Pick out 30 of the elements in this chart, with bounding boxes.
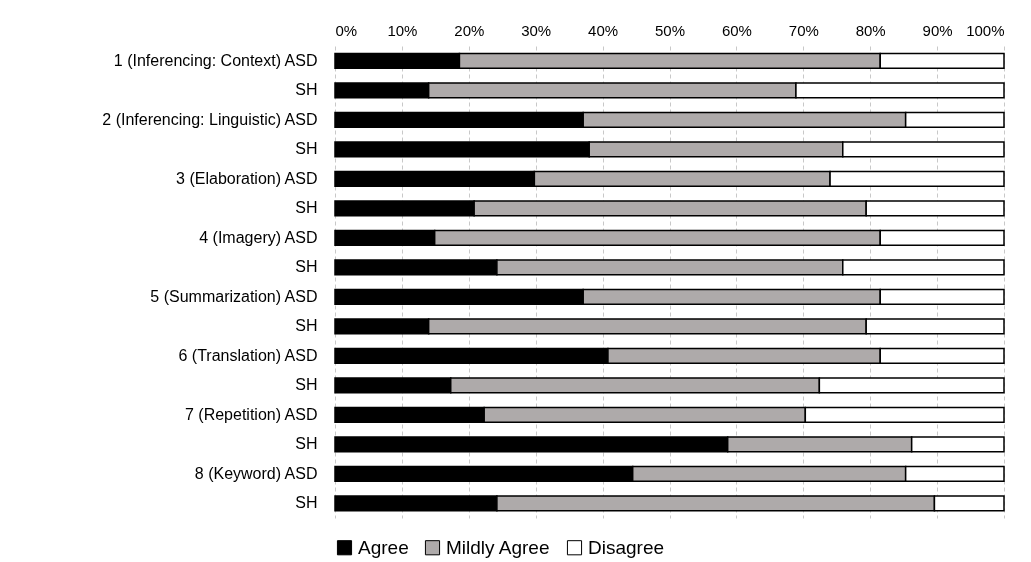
- x-tick-label: 20%: [454, 21, 485, 39]
- x-tick-label: 0%: [335, 21, 358, 39]
- y-tick-label: 6 (Translation) ASD: [178, 346, 318, 364]
- legend-label: Agree: [358, 536, 409, 558]
- y-tick-label: 3 (Elaboration) ASD: [176, 169, 318, 187]
- y-tick-label: SH: [295, 376, 318, 394]
- x-tick-label: 40%: [588, 21, 619, 39]
- y-tick-label: 4 (Imagery) ASD: [199, 228, 318, 246]
- y-tick-label: 8 (Keyword) ASD: [194, 464, 318, 482]
- y-tick-label: 2 (Inferencing: Linguistic) ASD: [102, 110, 318, 128]
- x-tick-label: 70%: [788, 21, 819, 39]
- x-tick-label: 60%: [721, 21, 752, 39]
- y-tick-label: SH: [295, 494, 318, 512]
- x-tick-label: 50%: [654, 21, 686, 39]
- legend-label: Disagree: [588, 536, 665, 558]
- x-tick-label: 30%: [521, 21, 552, 39]
- y-tick-label: 1 (Inferencing: Context) ASD: [113, 51, 318, 69]
- y-tick-label: 7 (Repetition) ASD: [184, 405, 318, 423]
- x-tick-label: 80%: [855, 21, 886, 39]
- y-tick-label: SH: [295, 317, 318, 335]
- legend-label: Mildly Agree: [446, 536, 550, 558]
- y-tick-label: SH: [295, 258, 318, 276]
- x-tick-label: 100%: [966, 21, 1005, 39]
- y-tick-label: SH: [295, 199, 318, 217]
- x-tick-label: 90%: [922, 21, 953, 39]
- y-tick-label: SH: [295, 435, 318, 453]
- y-tick-label: SH: [295, 140, 318, 158]
- y-tick-label: 5 (Summarization) ASD: [150, 287, 318, 305]
- x-tick-label: 10%: [387, 21, 418, 39]
- y-tick-label: SH: [295, 81, 318, 99]
